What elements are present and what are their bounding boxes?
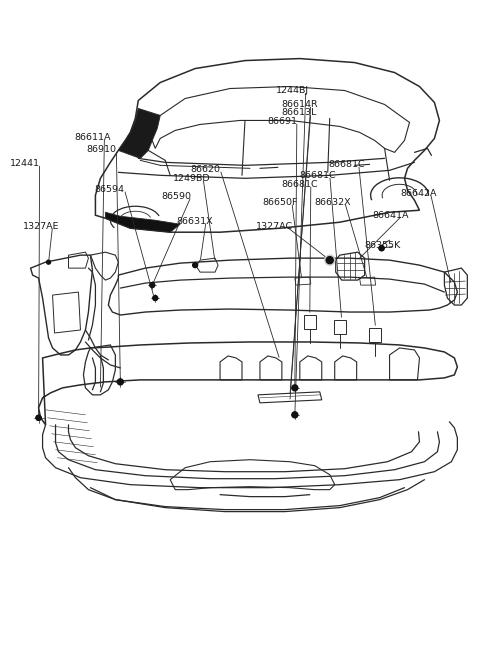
Text: 86650F: 86650F (262, 198, 297, 207)
Circle shape (36, 415, 41, 421)
Circle shape (326, 257, 333, 263)
Circle shape (192, 263, 198, 268)
Circle shape (292, 412, 298, 418)
Text: 1327AE: 1327AE (23, 221, 59, 231)
Text: 1249BD: 1249BD (173, 174, 211, 183)
Text: 86681C: 86681C (329, 160, 365, 169)
Text: 86631X: 86631X (176, 217, 213, 226)
Text: 12441: 12441 (10, 159, 40, 168)
Text: 86594: 86594 (95, 185, 124, 194)
Text: 1244BJ: 1244BJ (276, 86, 309, 95)
Text: 86590: 86590 (161, 192, 191, 201)
Circle shape (47, 260, 50, 264)
Circle shape (292, 385, 298, 391)
Polygon shape (119, 109, 160, 159)
Text: 86691: 86691 (267, 117, 297, 126)
Circle shape (150, 282, 155, 288)
Text: 1327AC: 1327AC (256, 221, 293, 231)
Text: 86611A: 86611A (74, 133, 111, 142)
Circle shape (379, 246, 384, 251)
Text: 86632X: 86632X (315, 198, 351, 207)
Text: 86614R: 86614R (281, 100, 317, 109)
Circle shape (36, 415, 41, 421)
Text: 86355K: 86355K (365, 240, 401, 250)
Text: 86620: 86620 (190, 165, 220, 174)
Text: 86613L: 86613L (281, 108, 316, 117)
Text: 86642A: 86642A (400, 189, 437, 198)
Text: 86681C: 86681C (281, 180, 317, 189)
Text: 86641A: 86641A (372, 211, 409, 219)
Text: 86681C: 86681C (300, 171, 336, 180)
Circle shape (326, 257, 333, 263)
Text: 86910: 86910 (86, 145, 117, 154)
Circle shape (117, 379, 123, 385)
Circle shape (325, 255, 335, 265)
Circle shape (379, 246, 384, 251)
Circle shape (153, 295, 158, 301)
Polygon shape (106, 212, 180, 233)
